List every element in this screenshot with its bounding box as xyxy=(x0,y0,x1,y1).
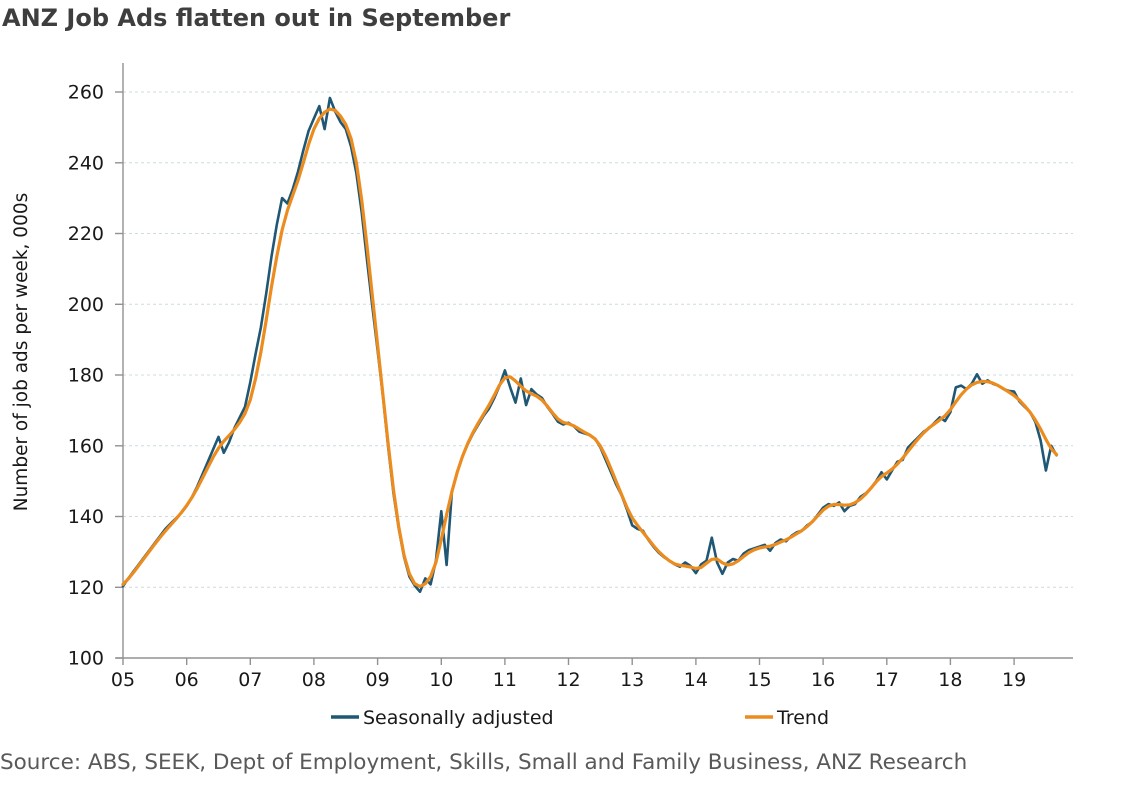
x-tick-label: 10 xyxy=(429,669,453,691)
x-tick-label: 11 xyxy=(493,669,517,691)
tick-layer: 100 120 140 160 180 200 220 240 260 05 06 07 08 09 10 1… xyxy=(68,82,1026,692)
y-tick-label: 120 xyxy=(68,577,104,599)
y-axis-title: Number of job ads per week, 000s xyxy=(11,193,32,512)
chart-title: ANZ Job Ads flatten out in September xyxy=(2,4,511,32)
x-tick-label: 06 xyxy=(175,669,199,691)
x-tick-label: 18 xyxy=(938,669,962,691)
x-tick-label: 07 xyxy=(238,669,262,691)
y-tick-label: 140 xyxy=(68,506,104,528)
y-tick-label: 260 xyxy=(68,82,104,104)
x-tick-label: 13 xyxy=(620,669,644,691)
source-attribution: Source: ABS, SEEK, Dept of Employment, S… xyxy=(0,750,968,775)
x-tick-label: 14 xyxy=(684,669,708,691)
y-tick-label: 200 xyxy=(68,294,104,316)
y-tick-label: 100 xyxy=(68,648,104,670)
trend-line xyxy=(121,107,1059,589)
x-tick-label: 12 xyxy=(556,669,580,691)
series-layer xyxy=(121,96,1059,594)
x-tick-label: 17 xyxy=(875,669,899,691)
y-tick-label: 160 xyxy=(68,435,104,457)
x-tick-label: 19 xyxy=(1002,669,1026,691)
x-tick-label: 08 xyxy=(302,669,326,691)
trend-legend-label: Trend xyxy=(776,707,829,729)
x-tick-label: 09 xyxy=(366,669,390,691)
x-tick-label: 16 xyxy=(811,669,835,691)
x-tick-label: 15 xyxy=(747,669,771,691)
x-tick-label: 05 xyxy=(111,669,135,691)
y-tick-label: 220 xyxy=(68,223,104,245)
line-chart: 100 120 140 160 180 200 220 240 260 05 06 07 08 09 10 1… xyxy=(11,63,1073,729)
chart-legend: Seasonally adjusted Trend xyxy=(331,707,829,729)
seasonally-adjusted-legend-label: Seasonally adjusted xyxy=(363,707,554,729)
y-tick-label: 180 xyxy=(68,365,104,387)
y-tick-label: 240 xyxy=(68,152,104,174)
grid-layer xyxy=(123,91,1073,588)
